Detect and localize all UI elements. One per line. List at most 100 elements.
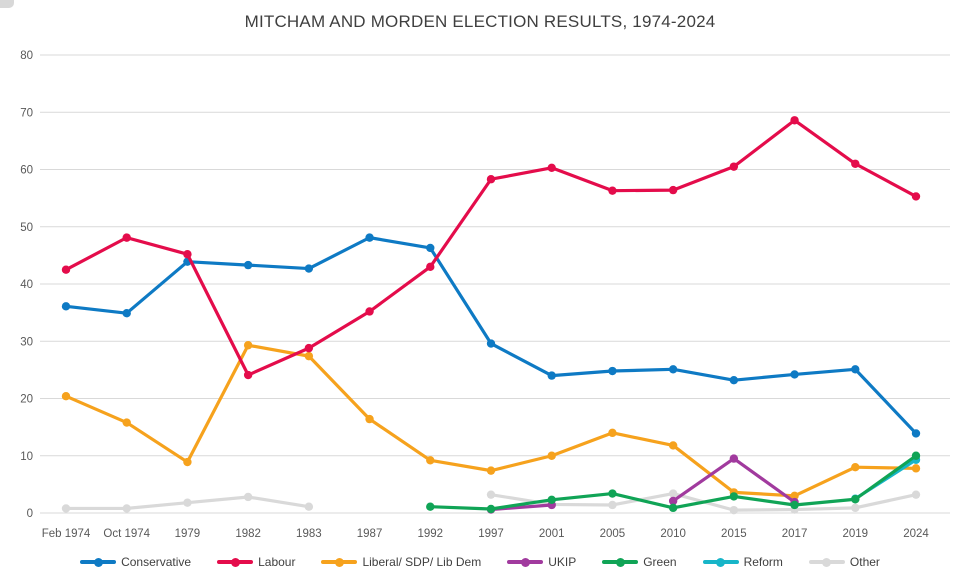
data-point-labour <box>486 175 496 184</box>
series-green <box>426 451 921 514</box>
data-point-other <box>243 492 253 502</box>
data-point-labour <box>547 163 556 172</box>
svg-text:0: 0 <box>27 508 33 520</box>
data-point-liberal-sdp-lib-dem <box>365 414 374 424</box>
gridlines <box>40 54 950 514</box>
legend-marker-icon <box>80 557 117 567</box>
data-point-liberal-sdp-lib-dem <box>426 456 435 465</box>
data-point-conservative <box>911 429 921 438</box>
svg-text:30: 30 <box>20 336 33 348</box>
data-point-liberal-sdp-lib-dem <box>183 457 192 467</box>
data-point-labour <box>790 116 799 125</box>
data-point-labour <box>426 262 435 272</box>
data-point-green <box>426 502 435 511</box>
data-point-liberal-sdp-lib-dem <box>486 466 496 475</box>
data-point-conservative <box>243 260 253 270</box>
data-point-labour <box>122 233 131 242</box>
data-point-conservative <box>486 339 496 348</box>
data-point-other <box>851 503 860 513</box>
data-point-labour <box>365 307 374 316</box>
legend-dot-icon <box>822 557 832 567</box>
data-point-liberal-sdp-lib-dem <box>243 341 253 350</box>
legend-item-labour: Labour <box>217 555 295 569</box>
data-point-green <box>911 451 921 460</box>
svg-text:2017: 2017 <box>782 528 808 540</box>
legend-item-liberal-sdp-lib-dem: Liberal/ SDP/ Lib Dem <box>321 555 481 569</box>
data-point-liberal-sdp-lib-dem <box>668 441 678 450</box>
data-point-labour <box>668 185 678 195</box>
svg-text:2024: 2024 <box>903 528 929 540</box>
svg-text:20: 20 <box>20 394 33 406</box>
series-conservative <box>61 233 921 438</box>
legend-label: Green <box>643 555 677 569</box>
legend-marker-icon <box>321 557 358 567</box>
data-point-conservative <box>122 308 131 318</box>
data-point-conservative <box>426 243 435 253</box>
legend-item-reform: Reform <box>702 555 783 569</box>
data-point-labour <box>729 162 739 171</box>
data-point-green <box>668 503 678 513</box>
data-point-other <box>729 505 739 515</box>
data-point-other <box>911 490 921 499</box>
svg-text:2010: 2010 <box>660 528 686 540</box>
data-point-green <box>851 495 860 504</box>
svg-text:70: 70 <box>20 107 33 119</box>
data-point-other <box>304 502 314 511</box>
data-point-liberal-sdp-lib-dem <box>122 418 131 427</box>
svg-text:40: 40 <box>20 279 33 291</box>
data-point-other <box>61 504 71 513</box>
svg-text:Oct 1974: Oct 1974 <box>103 528 150 540</box>
legend-label: Other <box>849 555 880 569</box>
window-corner-artifact <box>0 0 14 8</box>
data-point-conservative <box>790 370 799 379</box>
data-point-labour <box>304 343 314 353</box>
data-point-labour <box>243 370 253 380</box>
legend-dot-icon <box>230 557 240 567</box>
chart-legend: Conservative Labour Liberal/ SDP/ Lib Dem U… <box>0 551 960 573</box>
data-point-conservative <box>608 366 617 376</box>
data-point-liberal-sdp-lib-dem <box>61 392 71 401</box>
legend-dot-icon <box>334 557 344 567</box>
svg-text:80: 80 <box>20 50 33 62</box>
legend-marker-icon <box>217 557 254 567</box>
svg-text:1992: 1992 <box>417 528 443 540</box>
legend-item-ukip: UKIP <box>507 555 576 569</box>
legend-dot-icon <box>520 557 530 567</box>
svg-text:60: 60 <box>20 165 33 177</box>
legend-dot-icon <box>615 557 625 567</box>
data-point-labour <box>183 250 192 259</box>
svg-text:1987: 1987 <box>357 528 383 540</box>
legend-marker-icon <box>602 557 639 567</box>
svg-text:1983: 1983 <box>296 528 322 540</box>
svg-text:2019: 2019 <box>842 528 868 540</box>
svg-text:2005: 2005 <box>600 528 626 540</box>
data-point-conservative <box>304 264 314 273</box>
data-point-liberal-sdp-lib-dem <box>608 428 617 438</box>
legend-label: Reform <box>743 555 783 569</box>
series-liberal-sdp-lib-dem <box>61 341 921 501</box>
legend-marker-icon <box>702 557 739 567</box>
series-labour <box>61 116 921 380</box>
data-point-other <box>122 504 131 513</box>
svg-text:1982: 1982 <box>235 528 261 540</box>
data-point-green <box>608 489 617 498</box>
data-point-liberal-sdp-lib-dem <box>304 351 314 361</box>
legend-label: Labour <box>258 555 296 569</box>
data-point-other <box>608 500 617 510</box>
data-point-other <box>183 498 192 507</box>
legend-item-other: Other <box>808 555 880 569</box>
legend-label: Liberal/ SDP/ Lib Dem <box>362 555 482 569</box>
y-axis-labels: 0 10 20 30 40 50 60 70 80 <box>20 50 33 520</box>
data-point-ukip <box>729 454 739 463</box>
legend-item-green: Green <box>602 555 677 569</box>
svg-text:10: 10 <box>20 451 33 463</box>
data-point-labour <box>61 265 71 274</box>
svg-text:50: 50 <box>20 222 33 234</box>
data-point-liberal-sdp-lib-dem <box>851 463 860 472</box>
data-point-liberal-sdp-lib-dem <box>547 451 556 460</box>
series-ukip <box>486 454 799 514</box>
svg-text:2001: 2001 <box>539 528 565 540</box>
x-axis-labels: Feb 1974 Oct 1974 1979 1982 1983 1987 1992 1997… <box>42 528 930 540</box>
